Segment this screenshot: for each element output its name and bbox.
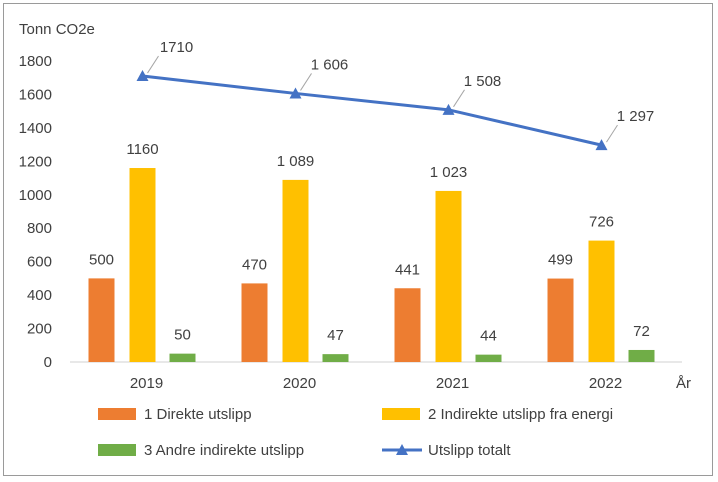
bar <box>129 168 156 362</box>
bar <box>435 190 462 362</box>
chart: Tonn CO2e År 0 200 400 600 800 1000 1200 1400 16… <box>19 21 691 459</box>
bar-data-label: 50 <box>174 327 191 344</box>
leader-line <box>606 124 618 143</box>
bar <box>169 353 196 362</box>
legend-label: 1 Direkte utslipp <box>144 406 252 423</box>
bar <box>547 278 574 362</box>
x-axis-title: År <box>676 375 691 392</box>
line-data-label: 1 297 <box>617 108 655 125</box>
y-tick-label: 1000 <box>19 187 52 204</box>
bar <box>475 354 502 362</box>
line-point-marker <box>442 103 455 115</box>
x-tick-label: 2021 <box>436 375 469 392</box>
total-emissions-line <box>142 74 602 147</box>
bar-data-label: 72 <box>633 323 650 340</box>
line-point-marker <box>595 139 608 151</box>
y-tick-label: 1200 <box>19 153 52 170</box>
legend-label: Utslipp totalt <box>428 442 511 459</box>
bar <box>628 349 655 362</box>
legend-swatch <box>382 408 420 420</box>
legend-marker <box>396 444 408 455</box>
y-tick-label: 1600 <box>19 86 52 103</box>
bar-data-label: 47 <box>327 327 344 344</box>
y-axis-title: Tonn CO2e <box>19 21 95 38</box>
leader-line <box>147 55 159 74</box>
bar <box>282 179 309 362</box>
legend-swatch <box>98 408 136 420</box>
bar-data-label: 726 <box>589 214 614 231</box>
bar-data-label: 499 <box>548 252 573 269</box>
leader-line <box>453 89 465 108</box>
bar <box>322 354 349 362</box>
x-tick-label: 2022 <box>589 375 622 392</box>
line-point-marker <box>289 87 302 99</box>
bar <box>394 288 421 362</box>
bar-data-label: 470 <box>242 256 267 273</box>
y-tick-label: 600 <box>27 254 52 271</box>
bar <box>241 283 268 362</box>
bar-data-label: 441 <box>395 261 420 278</box>
bar-data-label: 1 023 <box>430 164 468 181</box>
bar <box>88 278 115 362</box>
bar-data-label: 1 089 <box>277 153 315 170</box>
x-tick-label: 2019 <box>130 375 163 392</box>
bar-data-label: 44 <box>480 328 497 345</box>
y-tick-label: 400 <box>27 287 52 304</box>
x-tick-label: 2020 <box>283 375 316 392</box>
leader-line <box>300 73 312 91</box>
line-point-marker <box>136 70 149 82</box>
y-tick-label: 1400 <box>19 120 52 137</box>
bar-data-label: 500 <box>89 251 114 268</box>
line-data-label: 1 606 <box>311 56 349 73</box>
legend-label: 3 Andre indirekte utslipp <box>144 442 304 459</box>
chart-frame: Tonn CO2e År 0 200 400 600 800 1000 1200 1400 16… <box>3 3 713 476</box>
bar <box>588 240 615 362</box>
legend-swatch <box>98 444 136 456</box>
y-tick-label: 1800 <box>19 53 52 70</box>
line-data-label: 1710 <box>160 39 193 56</box>
legend-label: 2 Indirekte utslipp fra energi <box>428 406 613 423</box>
line-data-label: 1 508 <box>464 73 502 90</box>
y-tick-label: 200 <box>27 321 52 338</box>
y-tick-label: 800 <box>27 220 52 237</box>
y-tick-label: 0 <box>44 354 52 371</box>
bar-data-label: 1160 <box>126 141 158 158</box>
